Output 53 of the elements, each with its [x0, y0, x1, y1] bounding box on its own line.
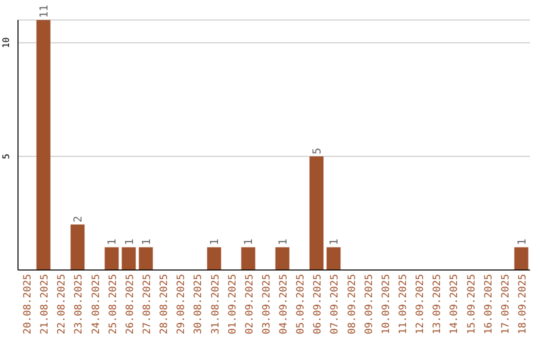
x-tick-label: 22.08.2025	[56, 274, 68, 334]
x-tick-label: 23.08.2025	[74, 274, 85, 334]
x-tick-label: 13.09.2025	[432, 274, 444, 334]
x-tick-label: 17.09.2025	[500, 274, 512, 334]
bar	[241, 247, 256, 270]
data-label: 1	[140, 238, 153, 246]
x-tick-label: 31.08.2025	[210, 274, 222, 334]
data-label: 11	[37, 4, 50, 18]
x-tick-label: 27.08.2025	[142, 274, 153, 334]
data-label: 1	[106, 238, 119, 246]
x-tick-label: 28.08.2025	[159, 274, 170, 334]
bar	[310, 156, 324, 270]
x-tick-label: 02.09.2025	[244, 274, 256, 334]
x-tick-label: 03.09.2025	[261, 274, 272, 334]
bar	[275, 247, 290, 270]
data-label: 1	[276, 238, 290, 246]
x-tick-label: 10.09.2025	[380, 274, 392, 334]
data-label: 1	[242, 238, 256, 246]
data-label: 2	[72, 216, 85, 223]
bar	[326, 247, 341, 270]
x-tick-label: 26.08.2025	[124, 274, 136, 334]
x-tick-label: 29.08.2025	[176, 274, 188, 334]
x-tick-label: 15.09.2025	[466, 274, 478, 334]
bar	[122, 247, 136, 270]
data-label: 5	[310, 148, 324, 154]
x-tick-label: 05.09.2025	[296, 274, 307, 334]
data-label: 1	[208, 238, 222, 246]
data-label: 1	[515, 238, 528, 246]
x-tick-label: 21.08.2025	[40, 274, 51, 334]
x-tick-label: 06.09.2025	[312, 274, 324, 334]
x-tick-label: 11.09.2025	[398, 274, 409, 334]
bar	[36, 20, 50, 270]
data-label: 1	[328, 238, 341, 246]
x-tick-label: 01.09.2025	[227, 274, 238, 334]
x-tick-label: 18.09.2025	[517, 274, 528, 334]
x-tick-label: 04.09.2025	[278, 274, 290, 334]
data-label: 1	[122, 238, 136, 246]
x-tick-label: 16.09.2025	[483, 274, 494, 334]
x-tick-label: 07.09.2025	[330, 274, 341, 334]
bar	[104, 247, 119, 270]
x-tick-label: 09.09.2025	[364, 274, 375, 334]
bar	[514, 247, 528, 270]
x-tick-label: 14.09.2025	[449, 274, 460, 334]
bar	[70, 224, 85, 270]
x-tick-label: 08.09.2025	[346, 274, 358, 334]
bar	[207, 247, 222, 270]
x-tick-label: 12.09.2025	[415, 274, 426, 334]
y-tick-label: 10	[2, 37, 12, 48]
bar	[138, 247, 153, 270]
x-tick-label: 30.08.2025	[193, 274, 204, 334]
x-tick-label: 25.08.2025	[108, 274, 119, 334]
x-tick-label: 20.08.2025	[22, 274, 34, 334]
x-tick-label: 24.08.2025	[90, 274, 102, 334]
